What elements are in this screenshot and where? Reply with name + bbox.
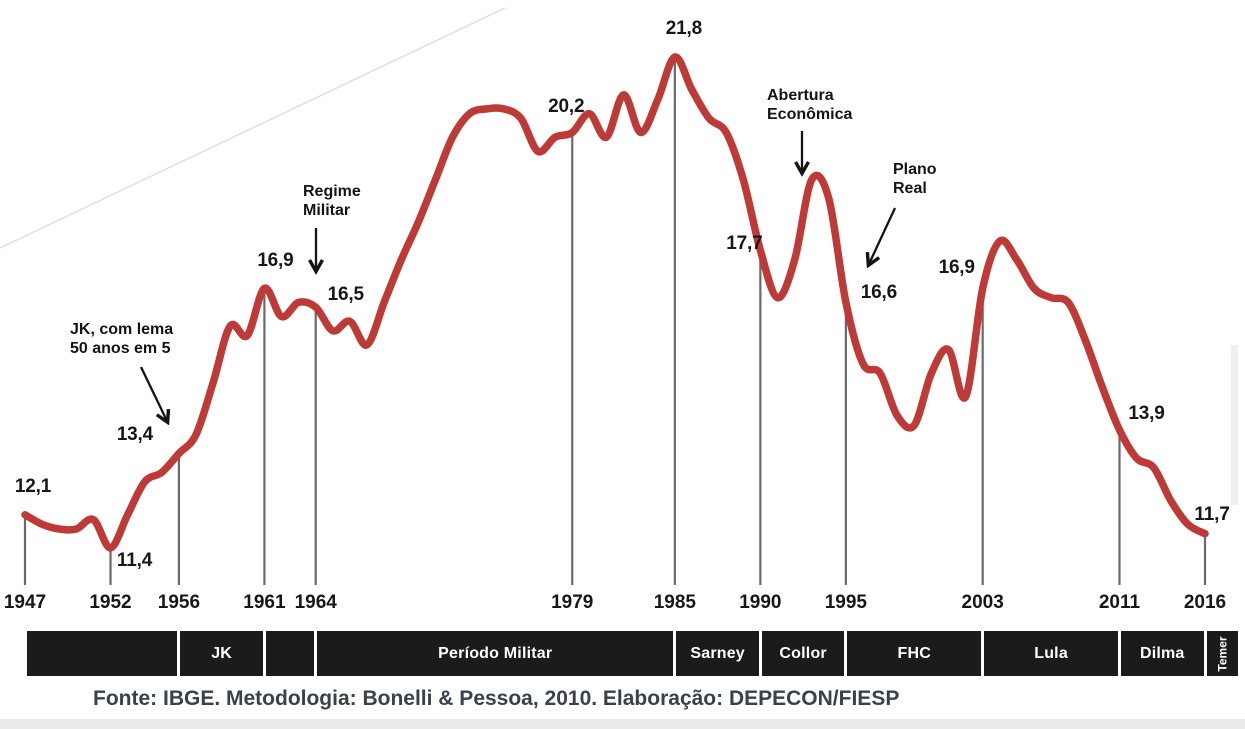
year-label-1947: 1947 — [3, 592, 47, 613]
timeline-segment-label-fhc: FHC — [897, 644, 932, 662]
value-label-1952: 11,4 — [116, 549, 153, 571]
timeline-segment-label-jk: JK — [211, 644, 233, 662]
timeline-segment-label-collor: Collor — [779, 644, 827, 662]
annotation-plano-line: Plano — [893, 161, 937, 178]
annotation-abertura-line: Econômica — [767, 105, 853, 123]
value-label-2016: 11,7 — [1194, 503, 1230, 525]
year-label-2011: 2011 — [1098, 592, 1141, 613]
timeline-segment-interim — [265, 631, 315, 676]
timeline-segment-lula: Lula — [984, 631, 1118, 676]
annotation-arrow-jk — [139, 366, 167, 421]
timeline-segment-pre-jk — [26, 631, 178, 676]
timeline-segment-label-sarney: Sarney — [690, 644, 745, 662]
value-label-1979: 20,2 — [548, 95, 585, 117]
scan-artifact-diagonal — [0, 7, 506, 249]
value-label-2011: 13,9 — [1128, 402, 1165, 424]
year-label-2003: 2003 — [961, 592, 1004, 613]
year-label-1964: 1964 — [294, 592, 337, 613]
timeline-segment-label-temer: Temer — [1215, 635, 1230, 672]
value-label-1985: 21,8 — [665, 18, 702, 39]
annotation-jk-line: JK, com lema — [70, 321, 174, 338]
value-label-1956: 13,4 — [116, 424, 153, 446]
series-line — [21, 53, 1209, 552]
value-label-1947: 12,1 — [14, 475, 52, 497]
year-label-1990: 1990 — [739, 592, 782, 613]
annotation-abertura: Abertura Econômica — [767, 87, 852, 125]
value-label-1995: 16,6 — [860, 282, 897, 304]
value-label-2003: 16,9 — [938, 257, 975, 279]
annotation-arrows — [139, 131, 897, 421]
value-label-1990: 17,7 — [726, 232, 763, 254]
year-label-1952: 1952 — [89, 592, 132, 613]
marker-lines — [23, 60, 1207, 585]
year-label-1961: 1961 — [243, 592, 286, 613]
annotation-arrow-plano — [869, 207, 897, 264]
timeline-segment-temer: Temer — [1206, 631, 1238, 676]
timeline-segment-collor: Collor — [761, 631, 845, 676]
annotation-regime: Regime Militar — [303, 183, 361, 221]
annotation-plano-line: Real — [893, 179, 927, 197]
year-label-1985: 1985 — [653, 592, 696, 613]
year-label-1956: 1956 — [157, 592, 201, 613]
year-label-1995: 1995 — [824, 592, 867, 613]
annotation-jk-line: 50 anos em 5 — [70, 339, 171, 357]
annotation-jk: JK, com lema 50 anos em 5 — [70, 321, 173, 359]
annotation-plano: Plano Real — [893, 161, 937, 199]
annotation-regime-line: Militar — [303, 201, 351, 219]
timeline-segment-dilma: Dilma — [1121, 631, 1204, 676]
timeline-segment-label-dilma: Dilma — [1139, 644, 1185, 662]
timeline-segment-label-periodo-militar: Período Militar — [438, 644, 553, 662]
annotation-regime-line: Regime — [303, 183, 361, 200]
timeline-segment-label-lula: Lula — [1034, 644, 1068, 662]
year-label-1979: 1979 — [551, 592, 594, 613]
timeline-segment-sarney: Sarney — [676, 631, 759, 676]
value-label-1964: 16,5 — [327, 284, 364, 306]
scan-artifact-right-streak — [1231, 345, 1238, 505]
timeline-segment-periodo-militar: Período Militar — [317, 631, 674, 676]
annotation-abertura-line: Abertura — [767, 87, 834, 104]
value-label-1961: 16,9 — [257, 250, 294, 272]
scan-artifact-bottom-strip — [0, 719, 1245, 729]
timeline-segment-fhc: FHC — [847, 631, 982, 676]
source-caption: Fonte: IBGE. Metodologia: Bonelli & Pess… — [93, 687, 900, 710]
timeline-segment-jk: JK — [180, 631, 263, 676]
year-label-2016: 2016 — [1183, 592, 1227, 613]
